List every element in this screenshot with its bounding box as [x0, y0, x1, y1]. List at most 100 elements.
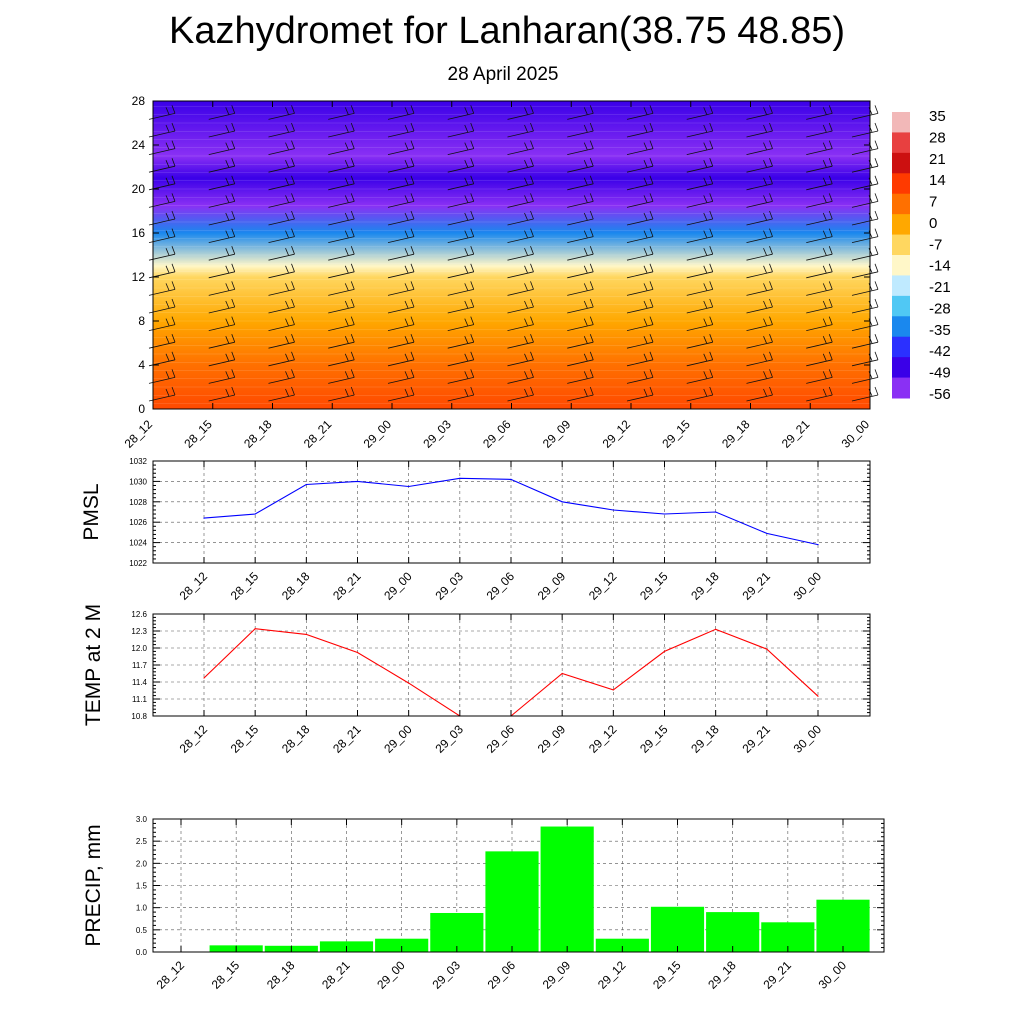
wind-barb-shaft [328, 306, 355, 314]
wind-barb-flag [589, 210, 594, 220]
wind-barb-flag [709, 316, 714, 325]
wind-barb-shaft [567, 341, 594, 349]
wind-barb [208, 122, 236, 138]
wind-barb-shaft [806, 148, 833, 155]
wind-barb-flag [649, 210, 654, 220]
wind-barb-flag [470, 105, 475, 114]
wind-barb-flag [524, 230, 528, 238]
wind-barb [328, 281, 355, 296]
wind-barb-shaft [746, 271, 773, 279]
wind-barb-flag [703, 177, 708, 185]
wind-barb [567, 210, 594, 226]
wind-barb-flag [285, 177, 289, 185]
wind-barb [328, 210, 355, 226]
wind-barb-flag [709, 140, 714, 149]
wind-barb-flag [769, 334, 773, 343]
wind-barb [806, 105, 833, 120]
wind-barb-shaft [567, 113, 594, 120]
wind-barb-flag [769, 263, 773, 272]
wind-barb-shaft [746, 377, 773, 384]
wind-barb-shaft [447, 271, 474, 279]
wind-barb-flag [524, 336, 528, 344]
wind-barb-flag [769, 193, 773, 202]
wind-barb-shaft [447, 253, 474, 261]
wind-barb-shaft [268, 130, 295, 138]
wind-barb-flag [225, 195, 230, 203]
data-point [356, 651, 359, 654]
wind-barb [746, 210, 773, 226]
wind-barb-flag [822, 195, 827, 203]
wind-barb-flag [464, 300, 469, 309]
wind-barb-flag [350, 316, 355, 325]
wind-barb [208, 281, 236, 296]
wind-barb-flag [643, 388, 648, 397]
heatmap-xtick-label: 28_21 [301, 417, 335, 451]
wind-barb-flag [225, 107, 230, 115]
wind-barb-flag [530, 228, 534, 237]
wind-barb-flag [583, 353, 588, 361]
wind-barb-flag [464, 124, 469, 133]
wind-barb [567, 175, 594, 191]
wind-barb-flag [822, 142, 827, 150]
wind-barb-flag [344, 371, 349, 379]
wind-barb-flag [583, 195, 588, 203]
wind-barb-flag [769, 175, 773, 184]
wind-barb-flag [285, 124, 289, 133]
wind-barb-flag [643, 248, 648, 256]
wind-barb-flag [165, 371, 170, 379]
xtick-label: 29_18 [705, 958, 739, 992]
wind-barb-flag [769, 246, 773, 255]
wind-barb [746, 158, 773, 173]
wind-barb-shaft [567, 271, 594, 279]
wind-barb [387, 316, 415, 331]
wind-barb-shaft [387, 236, 415, 243]
wind-barb-flag [589, 228, 594, 237]
wind-barb [507, 175, 534, 191]
wind-barb-flag [410, 386, 415, 396]
wind-barb [806, 334, 833, 349]
wind-barb-shaft [567, 218, 594, 226]
wind-barb-shaft [626, 289, 654, 296]
wind-barb-shaft [567, 148, 594, 155]
wind-barb-flag [828, 122, 833, 132]
wind-barb-flag [404, 371, 409, 379]
wind-barb-flag [583, 177, 588, 185]
wind-barb-flag [171, 193, 176, 202]
wind-barb-flag [344, 124, 349, 133]
xtick-label: 28_15 [228, 722, 262, 756]
wind-barb-flag [285, 195, 289, 203]
wind-barb [806, 246, 833, 261]
wind-barb-flag [285, 300, 289, 309]
wind-barb-flag [344, 248, 349, 256]
xtick-label: 30_00 [816, 958, 850, 992]
wind-barb-flag [530, 281, 534, 290]
wind-barb-shaft [806, 165, 833, 173]
wind-barb [686, 228, 714, 243]
wind-barb-shaft [507, 148, 534, 155]
wind-barb-flag [165, 124, 170, 133]
wind-barb-flag [828, 263, 833, 272]
wind-barb [387, 263, 415, 279]
wind-barb-shaft [686, 113, 713, 120]
wind-barb-flag [171, 158, 176, 167]
wind-barb-shaft [851, 130, 879, 138]
wind-barb-shaft [626, 201, 654, 208]
wind-barb-flag [285, 142, 289, 150]
wind-barb-flag [643, 318, 648, 326]
wind-barb-flag [583, 248, 588, 256]
wind-barb-flag [524, 283, 528, 291]
wind-barb-flag [225, 353, 230, 361]
wind-barb-shaft [208, 236, 235, 243]
wind-barb-flag [874, 140, 879, 149]
wind-barb-flag [410, 193, 415, 202]
colorbar-segment [892, 377, 910, 399]
wind-barb [567, 105, 594, 120]
wind-barb-shaft [686, 148, 713, 155]
wind-barb-flag [464, 248, 469, 256]
data-point [663, 650, 666, 653]
wind-barb-flag [344, 230, 349, 238]
wind-barb-flag [165, 107, 170, 115]
wind-barb-flag [703, 195, 708, 203]
wind-barb-shaft [746, 253, 773, 261]
wind-barb-flag [828, 369, 833, 378]
